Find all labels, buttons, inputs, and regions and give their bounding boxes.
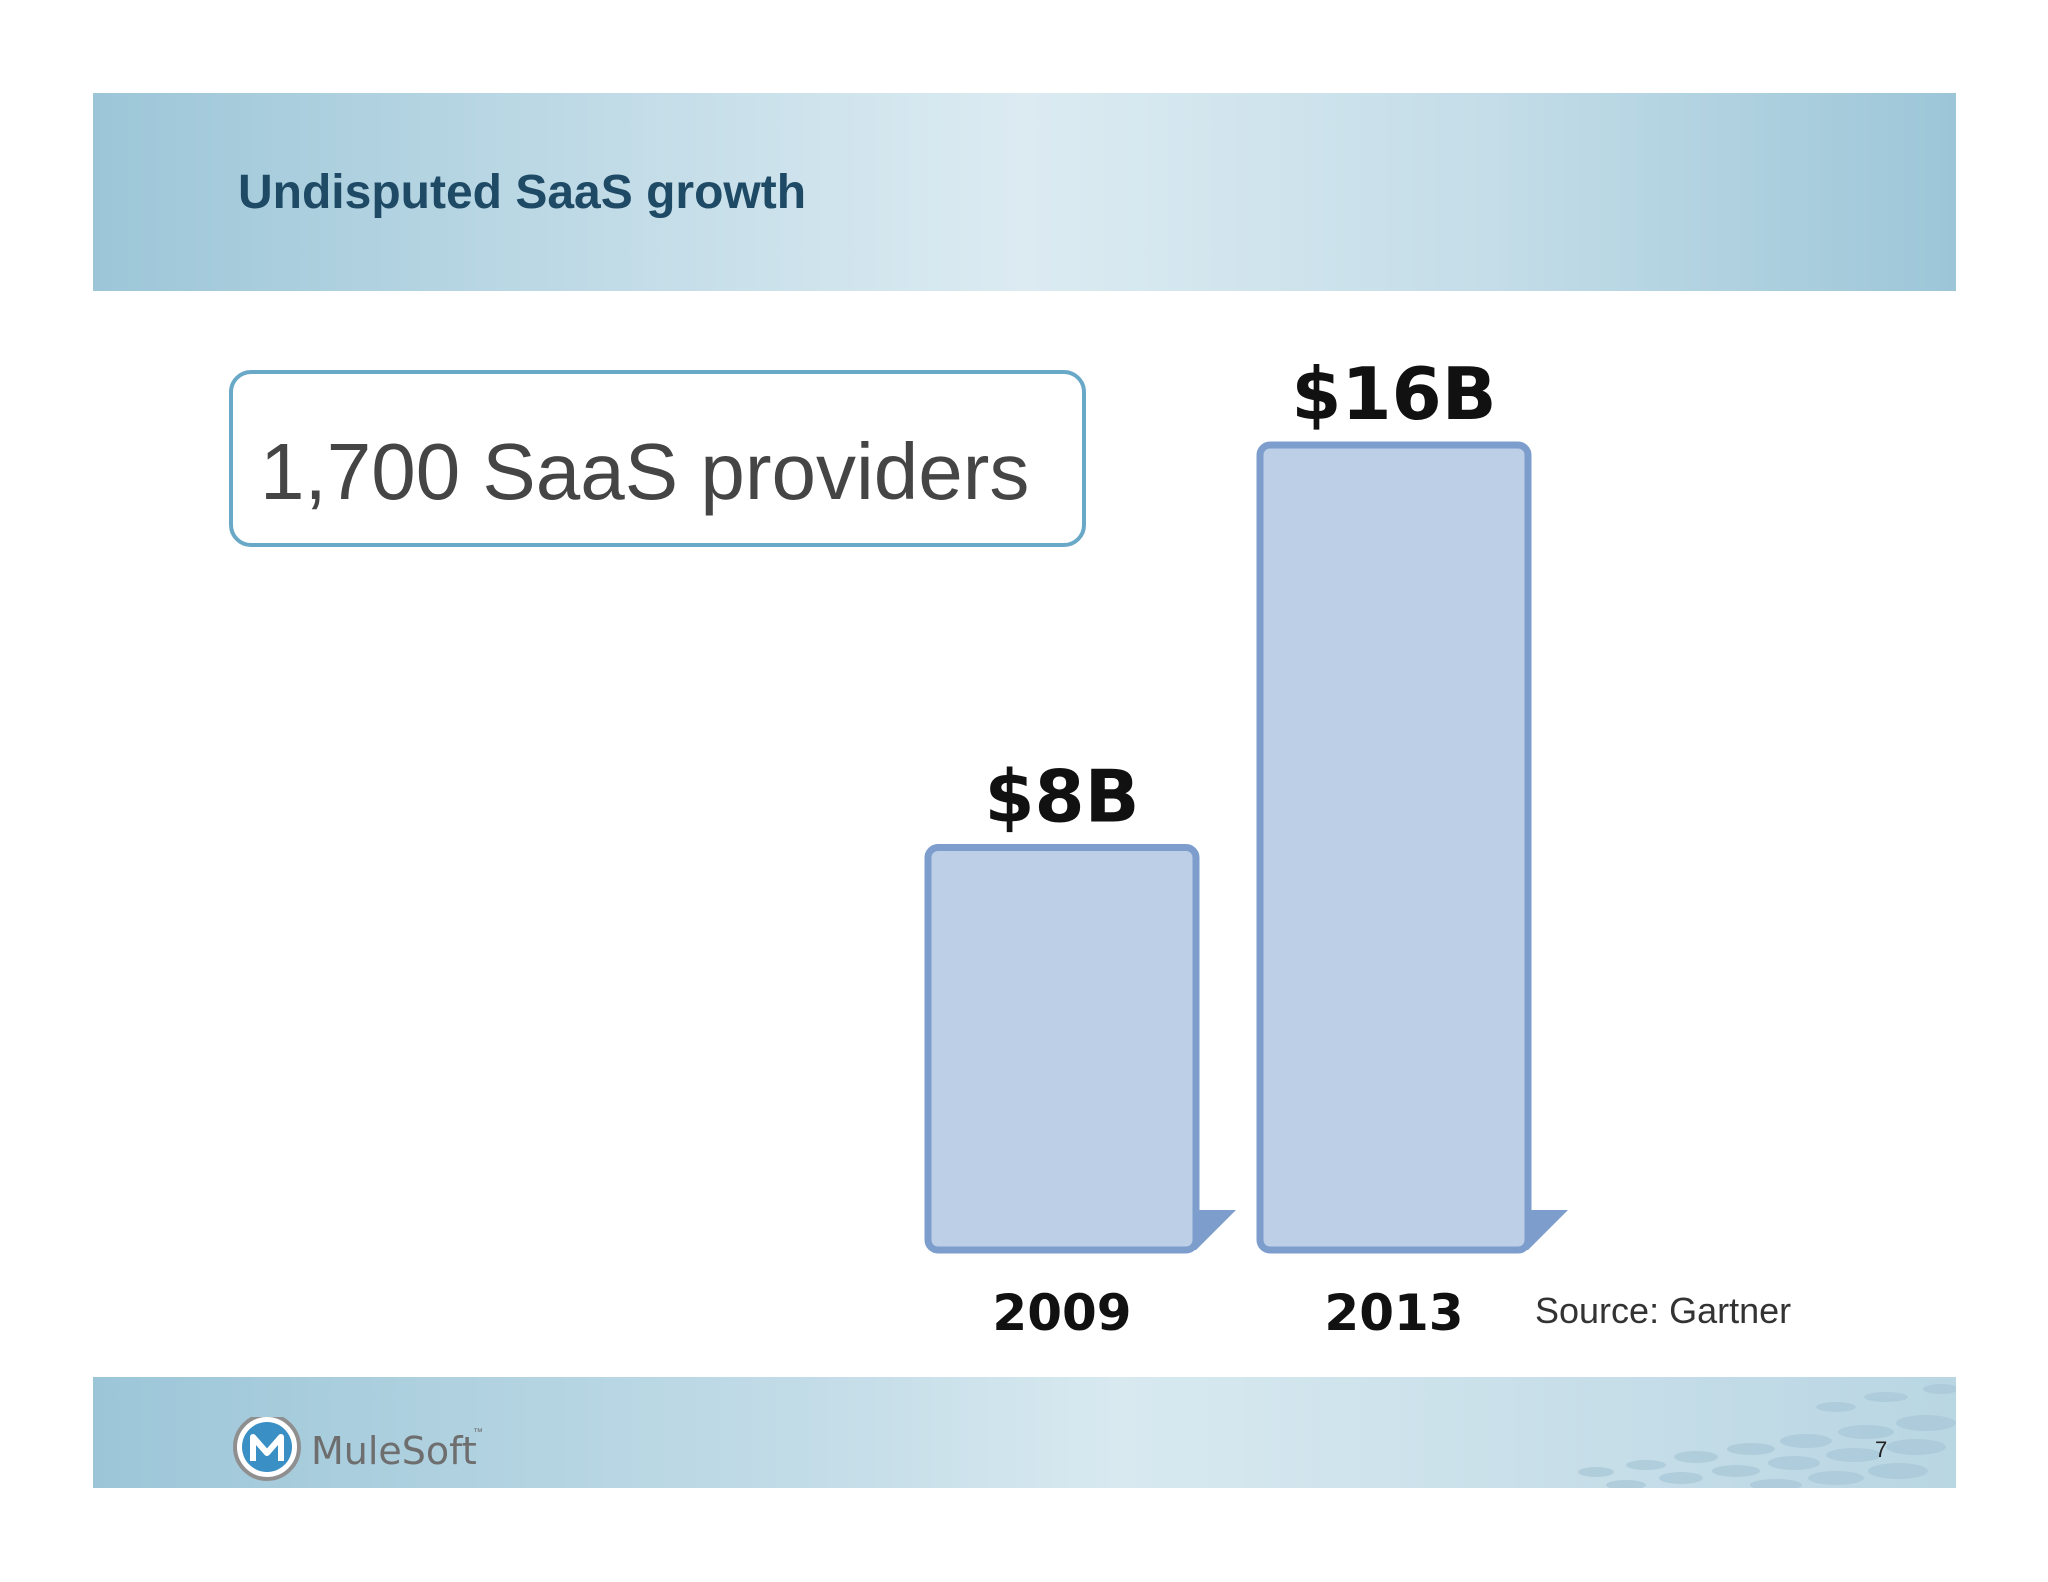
header-band: Undisputed SaaS growth [93, 93, 1956, 291]
bar-value-label: $16B [1291, 352, 1496, 436]
slide-title: Undisputed SaaS growth [238, 166, 807, 219]
category-label: 2013 [1324, 1284, 1463, 1342]
callout-text: 1,700 SaaS providers [260, 427, 1030, 516]
bar [1256, 441, 1532, 1254]
mulesoft-logo-icon [233, 1417, 301, 1481]
bar-value-label: $8B [984, 755, 1139, 839]
bar [924, 844, 1200, 1254]
source-note: Source: Gartner [1535, 1290, 1792, 1331]
trademark-mark: ™ [473, 1427, 483, 1438]
footer-dot-pattern [1578, 1384, 1956, 1488]
footer-band: MuleSoft ™ 7 [93, 1377, 1956, 1488]
page-number: 7 [1875, 1437, 1888, 1462]
brand-name: MuleSoft [311, 1429, 477, 1473]
callout-box: 1,700 SaaS providers [229, 370, 1086, 547]
category-label: 2009 [992, 1284, 1131, 1342]
